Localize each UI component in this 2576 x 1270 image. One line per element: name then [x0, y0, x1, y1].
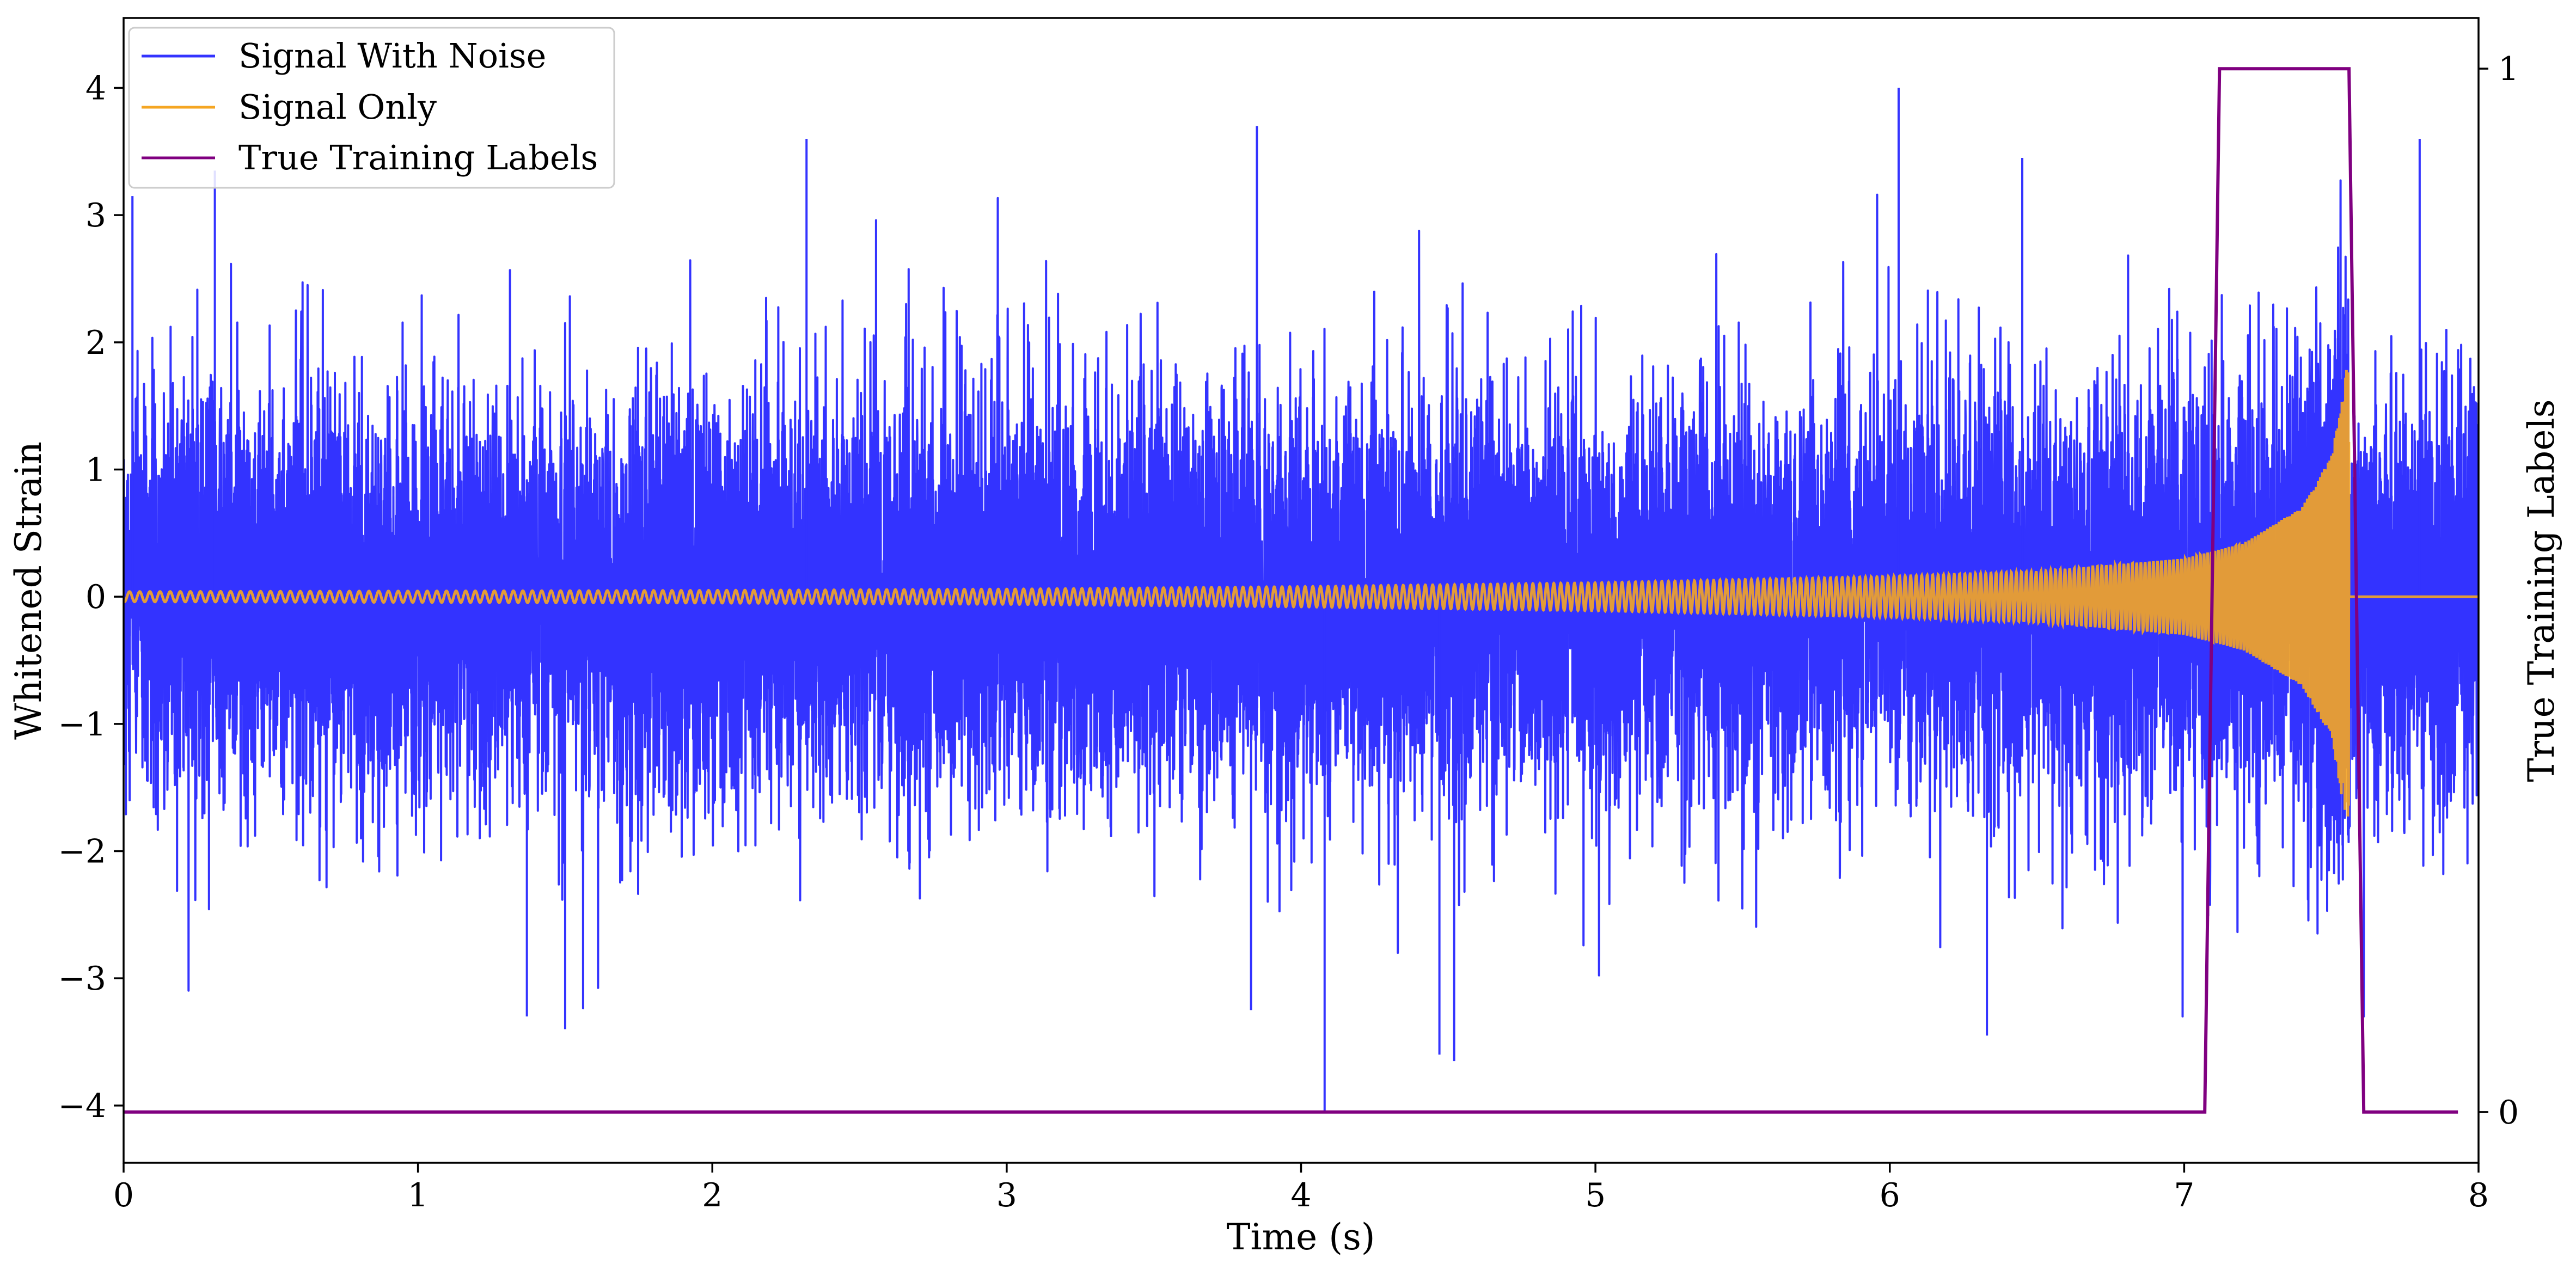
y-tick-label: 3 — [85, 197, 106, 235]
x-tick-label: 1 — [408, 1176, 429, 1214]
x-tick-label: 3 — [996, 1176, 1017, 1214]
y2-tick-label: 1 — [2498, 50, 2519, 88]
x-tick-label: 8 — [2468, 1176, 2489, 1214]
legend-label-true-training-labels: True Training Labels — [238, 138, 598, 177]
x-axis: 0 1 2 3 4 5 6 7 8 — [113, 1163, 2489, 1214]
x-tick-label: 0 — [113, 1176, 134, 1214]
y-tick-label: −4 — [58, 1087, 106, 1125]
legend-label-signal-with-noise: Signal With Noise — [238, 36, 546, 76]
x-tick-label: 2 — [702, 1176, 723, 1214]
y-tick-label: 1 — [85, 451, 106, 489]
x-tick-label: 6 — [1880, 1176, 1900, 1214]
series-signal-with-noise — [124, 179, 2479, 1018]
series-signal-only — [124, 370, 2479, 817]
x-tick-label: 7 — [2174, 1176, 2194, 1214]
legend-label-signal-only: Signal Only — [238, 87, 437, 127]
y-tick-label: 4 — [85, 70, 106, 108]
x-axis-label: Time (s) — [1226, 1216, 1375, 1258]
y-tick-label: −1 — [58, 705, 106, 744]
y-axis-left: −4 −3 −2 −1 0 1 2 3 4 — [58, 70, 124, 1125]
legend-box — [128, 27, 615, 189]
legend: Signal With Noise Signal Only True Train… — [128, 27, 615, 189]
series-true-training-labels — [124, 67, 2458, 1114]
series-layer — [124, 67, 2479, 1114]
y-tick-label: 2 — [85, 324, 106, 362]
y-tick-label: 0 — [85, 578, 106, 616]
y2-tick-label: 0 — [2498, 1094, 2519, 1132]
y-axis-label: Whitened Strain — [8, 441, 50, 740]
y-tick-label: −2 — [58, 833, 106, 871]
y2-axis-label: True Training Labels — [2520, 400, 2562, 782]
y-tick-label: −3 — [58, 960, 106, 998]
x-tick-label: 5 — [1585, 1176, 1606, 1214]
y-axis-right: 01 — [2479, 50, 2519, 1132]
x-tick-label: 4 — [1290, 1176, 1311, 1214]
